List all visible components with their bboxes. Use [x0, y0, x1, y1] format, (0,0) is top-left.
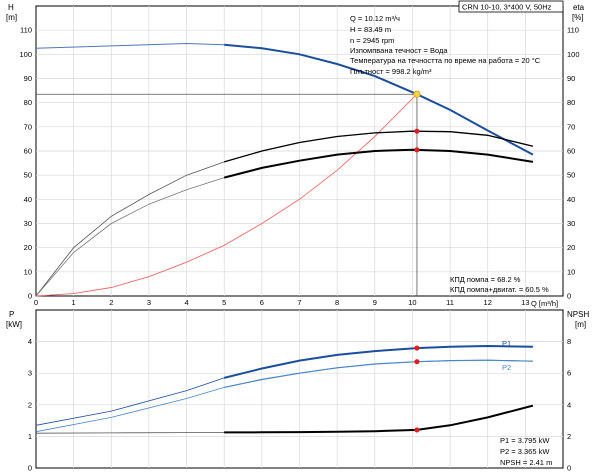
info-eff-pump: КПД помпа = 68.2 %	[450, 275, 521, 284]
head-tick-label: 20	[24, 243, 32, 252]
npsh-tick-label: 8	[567, 337, 571, 346]
eff-total-curve	[223, 148, 534, 179]
head-tick-label: 70	[24, 122, 32, 131]
head-tick-label: 60	[24, 147, 32, 156]
head-tick-label: 100	[19, 50, 32, 59]
head-tick-label: 110	[20, 26, 32, 35]
top-x-tick-label: 8	[335, 298, 339, 307]
duty-point-eff_total	[414, 147, 420, 153]
top-series	[35, 42, 534, 297]
system-curve	[35, 93, 418, 297]
head-tick-label: 80	[24, 98, 32, 107]
pump-model-label: CRN 10-10, 3*400 V, 50Hz	[462, 3, 552, 12]
head-tick-label: 0	[28, 292, 32, 301]
top-x-tick-label: 9	[373, 298, 377, 307]
top-x-tick-label: 13	[521, 298, 529, 307]
top-x-tick-label: 12	[484, 298, 492, 307]
p2-curve	[224, 359, 533, 388]
power-tick-label: 1	[28, 432, 32, 441]
info-flow: Q = 10.12 m³/ч	[350, 14, 400, 23]
bottom-series	[35, 344, 534, 434]
duty-point-eff_pump	[414, 128, 420, 134]
duty-point-p1	[414, 345, 420, 351]
series-label-p1: P1	[502, 339, 511, 348]
top-x-tick-label: 10	[408, 298, 416, 307]
power-tick-label: 3	[28, 369, 32, 378]
head-curve	[224, 43, 534, 156]
head-curve-extended	[35, 42, 225, 49]
top-x-tick-label: 3	[147, 298, 151, 307]
top-x-tick-label: 6	[260, 298, 264, 307]
p1-curve	[223, 344, 533, 379]
power-tick-label: 0	[28, 464, 32, 473]
info-temperature: Температура на течността по време на раб…	[350, 56, 541, 65]
npsh-axis-title: NPSH [m]	[567, 310, 591, 329]
power-axis-title: P [kW]	[6, 310, 22, 329]
eta-tick-label: 100	[567, 50, 580, 59]
top-x-tick-label: 5	[222, 298, 226, 307]
info-density: Плътност = 998.2 kg/m³	[350, 67, 432, 76]
duty-point-npsh	[414, 427, 420, 433]
npsh-tick-label: 2	[567, 432, 571, 441]
top-x-tick-label: 1	[72, 298, 76, 307]
duty-point-p2	[414, 359, 420, 365]
head-tick-label: 30	[24, 219, 32, 228]
info-speed: n = 2945 rpm	[350, 36, 394, 45]
top-x-tick-label: 4	[184, 298, 188, 307]
info-eff-total: КПД помпа+двигат. = 60.5 %	[450, 285, 549, 294]
x-axis-label: Q [m³/h]	[531, 299, 558, 308]
bottom-grid	[36, 310, 563, 468]
series-label-p2: P2	[502, 363, 511, 372]
head-tick-label: 40	[24, 195, 32, 204]
top-x-tick-label: 7	[297, 298, 301, 307]
top-x-tick-label: 0	[34, 298, 38, 307]
eff-pump-curve	[224, 130, 534, 163]
eta-tick-label: 0	[567, 292, 571, 301]
operating-info: Q = 10.12 m³/ч H = 83.49 m n = 2945 rpm …	[350, 14, 541, 76]
eta-tick-label: 10	[567, 267, 575, 276]
power-info: P1 = 3.795 kW P2 = 3.365 kW NPSH = 2.41 …	[500, 436, 552, 467]
npsh-tick-label: 0	[567, 464, 571, 473]
eta-tick-label: 50	[567, 171, 575, 180]
head-axis-title: H [m]	[6, 3, 17, 22]
eta-tick-label: 40	[567, 195, 575, 204]
head-tick-label: 50	[24, 171, 32, 180]
info-head: H = 83.49 m	[350, 25, 391, 34]
npsh-tick-label: 6	[567, 369, 571, 378]
eta-tick-label: 20	[567, 243, 575, 252]
bottom-axis-labels: 0 1 2 3 4 0 2 4 6 8	[28, 337, 571, 472]
eta-axis-title: eta [%]	[572, 3, 586, 22]
info-npsh: NPSH = 2.41 m	[500, 458, 552, 467]
eta-tick-label: 80	[567, 98, 575, 107]
efficiency-info: КПД помпа = 68.2 % КПД помпа+двигат. = 6…	[450, 275, 549, 294]
info-liquid: Изпомпвана течност = Вода	[350, 46, 448, 55]
npsh-curve	[224, 404, 534, 434]
eta-tick-label: 90	[567, 74, 575, 83]
head-tick-label: 10	[24, 267, 32, 276]
eta-tick-label: 30	[567, 219, 575, 228]
duty-point-head	[413, 90, 421, 98]
info-p2: P2 = 3.365 kW	[500, 447, 550, 456]
eta-tick-label: 70	[567, 122, 575, 131]
info-p1: P1 = 3.795 kW	[500, 436, 550, 445]
eta-tick-label: 60	[567, 147, 575, 156]
pump-model-box	[458, 0, 564, 13]
head-tick-label: 90	[24, 74, 32, 83]
power-tick-label: 2	[28, 400, 32, 409]
npsh-tick-label: 4	[567, 400, 571, 409]
eta-tick-label: 110	[567, 26, 579, 35]
power-tick-label: 4	[28, 337, 32, 346]
top-x-tick-label: 2	[109, 298, 113, 307]
top-x-tick-label: 11	[446, 298, 454, 307]
